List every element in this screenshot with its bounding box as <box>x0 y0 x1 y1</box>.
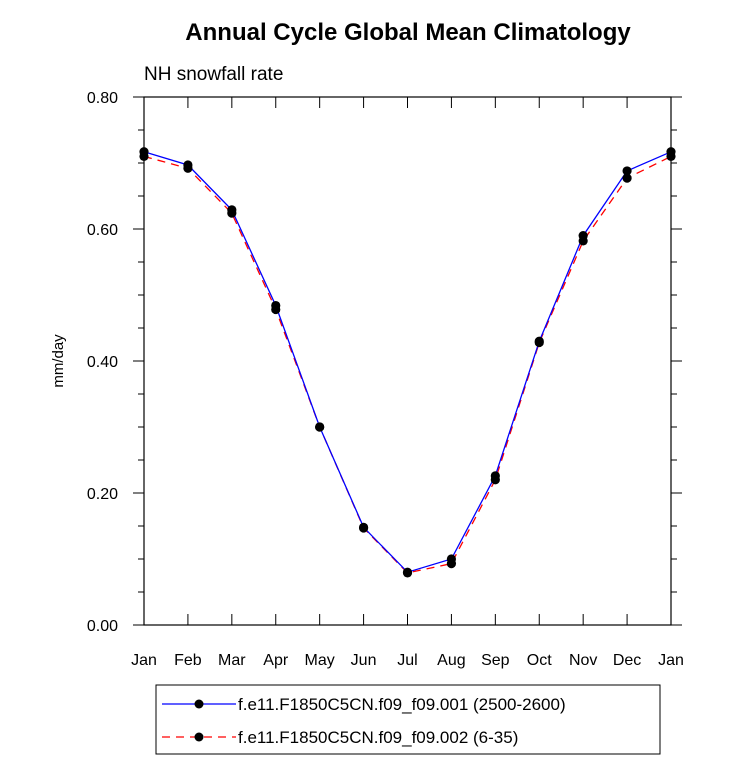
x-tick-label: Apr <box>263 652 289 669</box>
series-line-2 <box>143 155 672 574</box>
legend-marker-series-2 <box>194 732 204 742</box>
legend-box <box>155 684 661 755</box>
x-tick-label: Sep <box>481 652 510 669</box>
plot-frame <box>143 96 672 626</box>
series-2-point <box>666 151 676 161</box>
legend-marker-series-1 <box>194 699 204 709</box>
series-2-point <box>446 559 457 569</box>
y-tick-label: 0.80 <box>87 90 118 107</box>
plot-area: Jan Feb Mar Apr May Jun Jul Aug Sep Oct Nov Dec Jan 0… <box>87 90 684 669</box>
series-2-point <box>139 151 149 161</box>
y-tick-label: 0.60 <box>87 222 118 239</box>
series-2-point <box>315 422 325 432</box>
y-tick-label: 0.40 <box>87 354 118 371</box>
series-2-point <box>227 208 237 218</box>
x-tick-label: Feb <box>174 652 202 669</box>
legend-label-series-2: f.e11.F1850C5CN.f09_f09.002 (6-35) <box>238 728 518 747</box>
x-tick-label: Jan <box>658 652 684 669</box>
series-2-point <box>358 523 369 533</box>
series-2-point <box>490 475 500 485</box>
series-line-1 <box>143 151 672 573</box>
legend-label-series-1: f.e11.F1850C5CN.f09_f09.001 (2500-2600) <box>238 695 566 714</box>
x-tick-label: Dec <box>613 652 641 669</box>
x-tick-label: Mar <box>218 652 246 669</box>
x-tick-label: Nov <box>569 652 597 669</box>
series-1-point <box>622 166 632 176</box>
x-tick-label: Aug <box>437 652 465 669</box>
x-tick-label: Jan <box>131 652 157 669</box>
y-tick-label: 0.20 <box>87 486 118 503</box>
legend: f.e11.F1850C5CN.f09_f09.001 (2500-2600) … <box>155 684 661 755</box>
chart-subtitle: NH snowfall rate <box>144 64 283 85</box>
series-2-point <box>622 173 632 183</box>
x-tick-label: Jul <box>397 652 417 669</box>
series-2-point <box>402 568 413 578</box>
series-2-point <box>271 304 281 315</box>
x-tick-label: Oct <box>527 652 552 669</box>
series-2-point <box>534 337 544 348</box>
chart-title: Annual Cycle Global Mean Climatology <box>185 19 631 46</box>
x-tick-label: May <box>305 652 335 669</box>
x-tick-label: Jun <box>351 652 377 669</box>
y-tick-label: 0.00 <box>87 618 118 635</box>
y-axis-label: mm/day <box>50 334 67 388</box>
series-2-point <box>578 236 588 246</box>
series-2-point <box>183 163 193 173</box>
